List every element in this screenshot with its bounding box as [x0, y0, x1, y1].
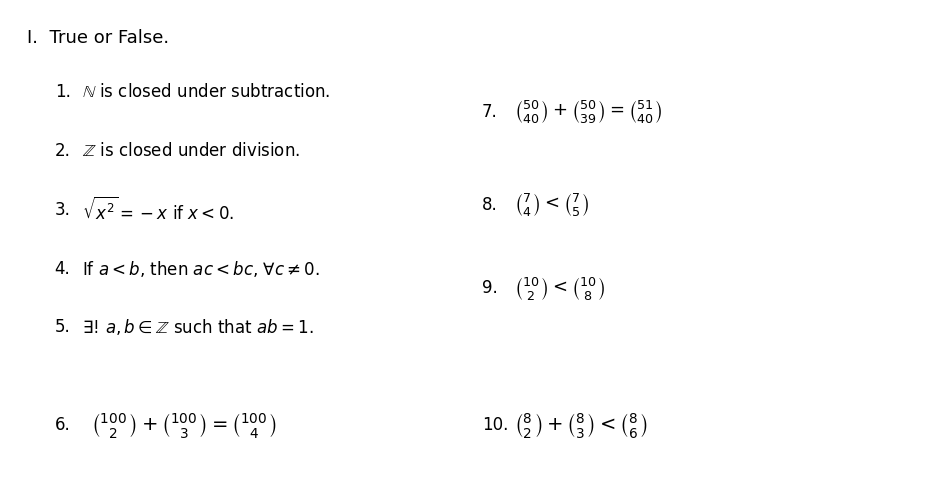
Text: 10.: 10.	[482, 416, 508, 434]
Text: 6.: 6.	[55, 416, 70, 434]
Text: 7.: 7.	[482, 103, 498, 121]
Text: $\binom{8}{2} + \binom{8}{3} < \binom{8}{6}$: $\binom{8}{2} + \binom{8}{3} < \binom{8}…	[514, 411, 648, 440]
Text: 1.: 1.	[55, 83, 70, 101]
Text: $\binom{100}{2} + \binom{100}{3} = \binom{100}{4}$: $\binom{100}{2} + \binom{100}{3} = \bino…	[92, 411, 277, 440]
Text: $\mathbb{N}$ is closed under subtraction.: $\mathbb{N}$ is closed under subtraction…	[83, 83, 331, 101]
Text: $\exists!\, a, b \in \mathbb{Z}$ such that $ab = 1$.: $\exists!\, a, b \in \mathbb{Z}$ such th…	[83, 317, 314, 337]
Text: $\mathbb{Z}$ is closed under division.: $\mathbb{Z}$ is closed under division.	[83, 142, 300, 160]
Text: 5.: 5.	[55, 318, 70, 336]
Text: 3.: 3.	[55, 201, 70, 219]
Text: $\binom{7}{4} < \binom{7}{5}$: $\binom{7}{4} < \binom{7}{5}$	[514, 191, 590, 219]
Text: I.  True or False.: I. True or False.	[27, 29, 170, 47]
Text: 2.: 2.	[55, 142, 70, 160]
Text: If $a < b$, then $ac < bc$, $\forall c \neq 0$.: If $a < b$, then $ac < bc$, $\forall c \…	[83, 258, 320, 278]
Text: $\binom{50}{40} + \binom{50}{39} = \binom{51}{40}$: $\binom{50}{40} + \binom{50}{39} = \bino…	[514, 99, 663, 125]
Text: $\binom{10}{2} < \binom{10}{8}$: $\binom{10}{2} < \binom{10}{8}$	[514, 275, 605, 302]
Text: 8.: 8.	[482, 196, 498, 214]
Text: 9.: 9.	[482, 279, 498, 297]
Text: 4.: 4.	[55, 259, 70, 277]
Text: $\sqrt{x^2} = -x$ if $x < 0$.: $\sqrt{x^2} = -x$ if $x < 0$.	[83, 196, 235, 224]
